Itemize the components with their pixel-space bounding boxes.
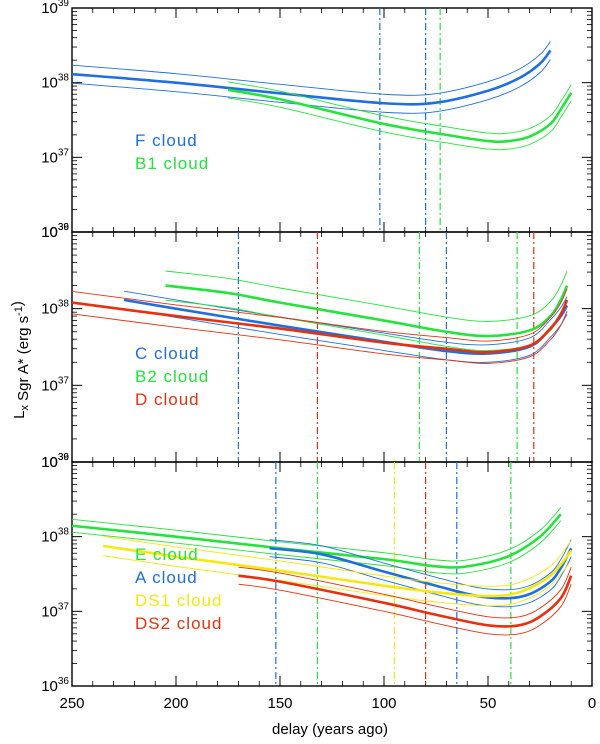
- legend-entry: DS1 cloud: [135, 591, 222, 610]
- series-upper-band: [269, 539, 572, 591]
- y-tick-label: 1036: [41, 452, 69, 471]
- series-line: [71, 49, 552, 106]
- panel-1: 1036 1037 1038 1039 F cloud B1 cloud: [41, 0, 593, 241]
- series-upper-band: [165, 270, 568, 322]
- legend-entry: A cloud: [135, 568, 198, 587]
- x-tick-label: 200: [163, 695, 188, 712]
- series-line: [71, 513, 562, 569]
- series-lower-band: [71, 310, 568, 364]
- legend-entry: B2 cloud: [135, 367, 209, 386]
- legend-entry: E cloud: [135, 545, 199, 564]
- series-lower-band: [238, 583, 572, 636]
- series-upper-band: [71, 288, 568, 342]
- y-tick-label: 1036: [41, 222, 69, 241]
- series-lower-band: [71, 59, 551, 114]
- panel-3: 1036 1037 1038 1039 E cloud A cloud DS1 cloud D…: [41, 452, 596, 712]
- legend-entry: B1 cloud: [135, 154, 209, 173]
- series-lower-band: [269, 556, 572, 608]
- y-tick-label: 1037: [41, 601, 69, 620]
- series-upper-band: [227, 81, 572, 135]
- series-line: [269, 546, 573, 600]
- y-tick-label: 1037: [41, 375, 69, 394]
- series-lower-band: [103, 555, 572, 607]
- y-tick-label: 1037: [41, 147, 69, 166]
- panel-frame: [71, 461, 593, 687]
- x-tick-label: 150: [267, 695, 292, 712]
- series-line: [227, 88, 573, 144]
- y-tick-label: 1039: [41, 0, 69, 17]
- series-line: [238, 574, 573, 628]
- legend-entry: DS2 cloud: [135, 614, 222, 633]
- series-upper-band: [123, 290, 568, 346]
- legend-entry: F cloud: [135, 131, 198, 150]
- x-tick-label: 50: [480, 695, 497, 712]
- series-upper-band: [71, 41, 551, 96]
- series-line: [103, 544, 573, 598]
- x-tick-label: 0: [588, 695, 596, 712]
- panel-2: 1036 1037 1038 1039 C cloud B2 cloud D cloud: [41, 222, 593, 471]
- y-tick-label: 1039: [41, 222, 69, 241]
- x-tick-label: 250: [59, 695, 84, 712]
- y-tick-label: 1038: [41, 527, 69, 546]
- series-upper-band: [71, 507, 562, 562]
- series-upper-band: [238, 566, 572, 619]
- series-upper-band: [103, 535, 572, 587]
- legend-entry: D cloud: [135, 390, 200, 409]
- legend-entry: C cloud: [135, 344, 200, 363]
- series-line: [71, 299, 569, 354]
- y-tick-label: 1039: [41, 452, 69, 471]
- y-tick-label: 1038: [41, 73, 69, 92]
- series-lower-band: [71, 520, 562, 575]
- series-lower-band: [227, 97, 572, 151]
- y-axis-label: Lx Sgr A* (erg s-1): [9, 301, 32, 419]
- y-tick-label: 1038: [41, 299, 69, 318]
- x-axis-label: delay (years ago): [272, 721, 388, 738]
- series-line: [165, 284, 569, 338]
- x-tick-label: 100: [371, 695, 396, 712]
- y-tick-label: 1036: [41, 676, 69, 695]
